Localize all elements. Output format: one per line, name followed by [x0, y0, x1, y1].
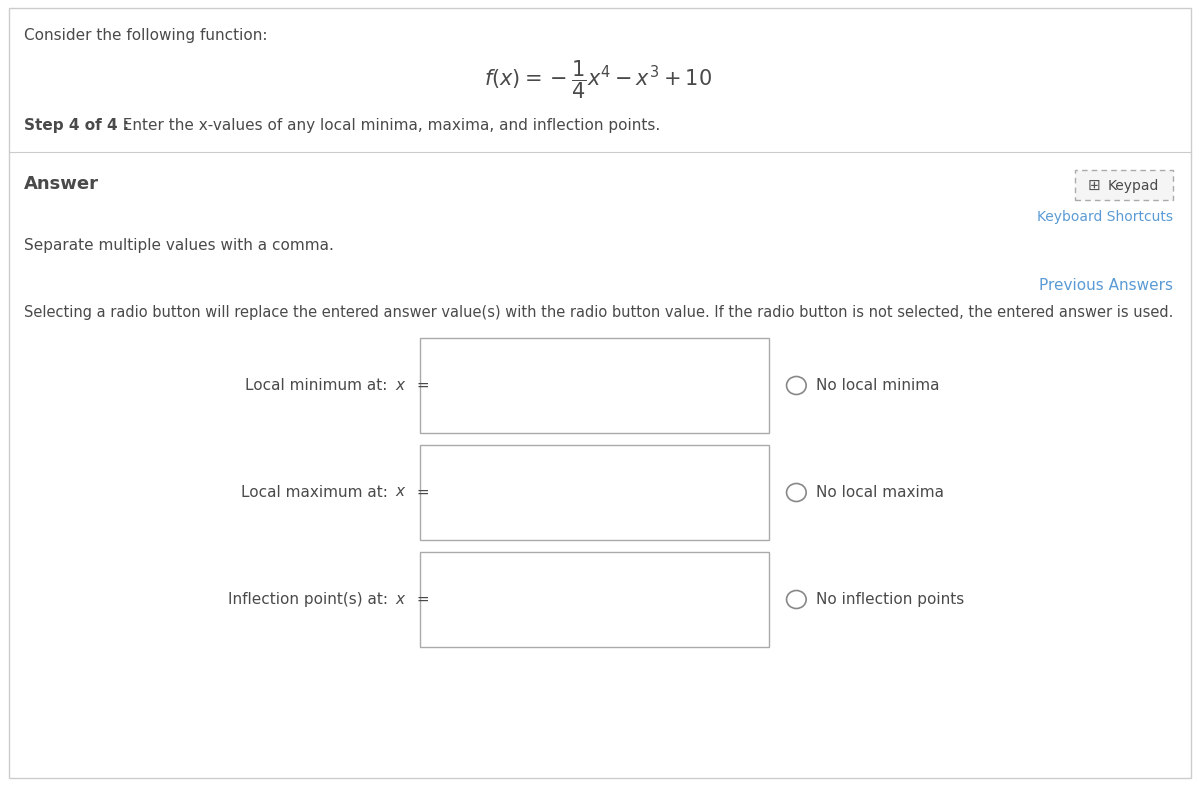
Text: Step 4 of 4 :: Step 4 of 4 :	[24, 118, 130, 133]
Text: Selecting a radio button will replace the entered answer value(s) with the radio: Selecting a radio button will replace th…	[24, 305, 1174, 320]
Text: $f(x) = -\dfrac{1}{4}x^4 - x^3 + 10$: $f(x) = -\dfrac{1}{4}x^4 - x^3 + 10$	[484, 58, 712, 101]
Text: =: =	[413, 592, 430, 607]
Text: Keyboard Shortcuts: Keyboard Shortcuts	[1037, 210, 1172, 224]
Circle shape	[786, 590, 806, 608]
FancyBboxPatch shape	[8, 8, 1192, 778]
Text: Consider the following function:: Consider the following function:	[24, 28, 268, 43]
Text: Enter the x-values of any local minima, maxima, and inflection points.: Enter the x-values of any local minima, …	[114, 118, 661, 133]
Text: $x$: $x$	[395, 379, 407, 392]
Text: =: =	[413, 485, 430, 500]
FancyBboxPatch shape	[1074, 170, 1172, 200]
Circle shape	[786, 376, 806, 395]
FancyBboxPatch shape	[420, 338, 769, 433]
Text: Local maximum at:: Local maximum at:	[241, 485, 392, 500]
Text: Inflection point(s) at:: Inflection point(s) at:	[228, 592, 392, 607]
Text: Separate multiple values with a comma.: Separate multiple values with a comma.	[24, 238, 334, 253]
Text: Keypad: Keypad	[1108, 179, 1159, 193]
Text: No local maxima: No local maxima	[816, 485, 944, 500]
FancyBboxPatch shape	[420, 445, 769, 540]
Text: $x$: $x$	[395, 593, 407, 607]
Text: Local minimum at:: Local minimum at:	[246, 378, 392, 393]
Circle shape	[786, 483, 806, 501]
Text: Answer: Answer	[24, 175, 98, 193]
Text: No inflection points: No inflection points	[816, 592, 965, 607]
Text: ⊞: ⊞	[1087, 178, 1100, 193]
FancyBboxPatch shape	[420, 552, 769, 647]
Text: =: =	[413, 378, 430, 393]
Text: Previous Answers: Previous Answers	[1039, 278, 1172, 293]
Text: No local minima: No local minima	[816, 378, 940, 393]
Text: $x$: $x$	[395, 486, 407, 499]
